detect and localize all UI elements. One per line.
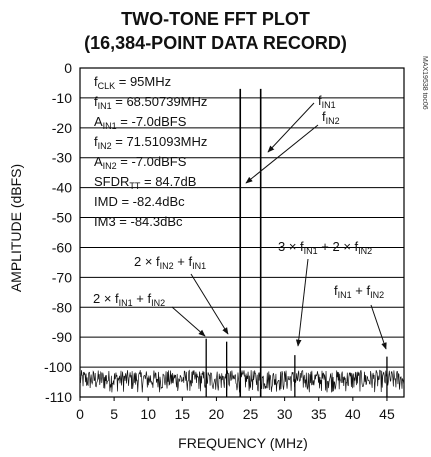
info-fin2: fIN2 = 71.51093MHz xyxy=(94,134,207,151)
y-tick-label: -10 xyxy=(52,90,72,106)
fin2-arrow xyxy=(245,124,319,184)
x-tick-label: 45 xyxy=(379,406,395,422)
plot-frame xyxy=(79,67,405,398)
chart-subtitle: (16,384-POINT DATA RECORD) xyxy=(84,33,347,53)
chart-title: TWO-TONE FFT PLOT xyxy=(121,9,310,29)
x-tick-label: 35 xyxy=(311,406,327,422)
x-tick-label: 40 xyxy=(345,406,361,422)
imd-3fin1-2fin2-label: 3 × fIN1 + 2 × fIN2 xyxy=(278,239,372,256)
fin1-arrow xyxy=(267,102,315,153)
y-tick-label: -90 xyxy=(52,329,72,345)
y-tick-label: -60 xyxy=(52,239,72,255)
annotations: fIN1 fIN2 2 × fIN2 + fIN1 2 × fIN1 + fIN… xyxy=(93,93,387,350)
imd-2fin1-fin2-arrow xyxy=(171,306,206,337)
info-ain1: AIN1 = -7.0dBFS xyxy=(94,114,187,131)
fin1-plus-fin2-label: fIN1 + fIN2 xyxy=(334,283,384,300)
x-tick-label: 30 xyxy=(277,406,293,422)
y-tick-label: -20 xyxy=(52,120,72,136)
y-tick-label: 0 xyxy=(64,60,72,76)
x-axis-label: FREQUENCY (MHz) xyxy=(178,435,308,451)
y-tick-label: -50 xyxy=(52,210,72,226)
y-axis-label: AMPLITUDE (dBFS) xyxy=(8,164,24,292)
fin2-label: fIN2 xyxy=(322,109,340,126)
y-tick-label: -110 xyxy=(45,389,72,405)
imd-2fin2-fin1-label: 2 × fIN2 + fIN1 xyxy=(134,254,206,271)
y-tick-label: -40 xyxy=(52,180,72,196)
y-tick-label: -80 xyxy=(52,299,72,315)
y-tick-label: -30 xyxy=(52,150,72,166)
x-tick-label: 15 xyxy=(175,406,191,422)
figure-code: MAX19538 toc06 xyxy=(421,56,428,110)
fin1-plus-fin2-arrow xyxy=(370,304,387,350)
info-block: fCLK = 95MHz fIN1 = 68.50739MHz AIN1 = -… xyxy=(94,74,207,229)
imd-3fin1-2fin2-arrow xyxy=(295,258,309,347)
imd-2fin1-fin2-label: 2 × fIN1 + fIN2 xyxy=(93,291,165,308)
x-tick-label: 5 xyxy=(110,406,118,422)
x-tick-label: 25 xyxy=(243,406,259,422)
x-tick-label: 10 xyxy=(140,406,156,422)
x-tick-label: 20 xyxy=(209,406,225,422)
info-im3: IM3 = -84.3dBc xyxy=(94,214,183,229)
fin1-label: fIN1 xyxy=(318,93,336,110)
imd-2fin2-fin1-arrow xyxy=(190,273,229,335)
info-fin1: fIN1 = 68.50739MHz xyxy=(94,94,207,111)
info-imd: IMD = -82.4dBc xyxy=(94,194,185,209)
y-tick-label: -100 xyxy=(44,359,72,375)
x-tick-label: 0 xyxy=(76,406,84,422)
y-tick-label: -70 xyxy=(52,269,72,285)
info-ain2: AIN2 = -7.0dBFS xyxy=(94,154,187,171)
noise-floor-trace xyxy=(79,369,405,393)
info-sfdr: SFDRTT = 84.7dB xyxy=(94,174,196,191)
info-fclk: fCLK = 95MHz xyxy=(94,74,171,91)
